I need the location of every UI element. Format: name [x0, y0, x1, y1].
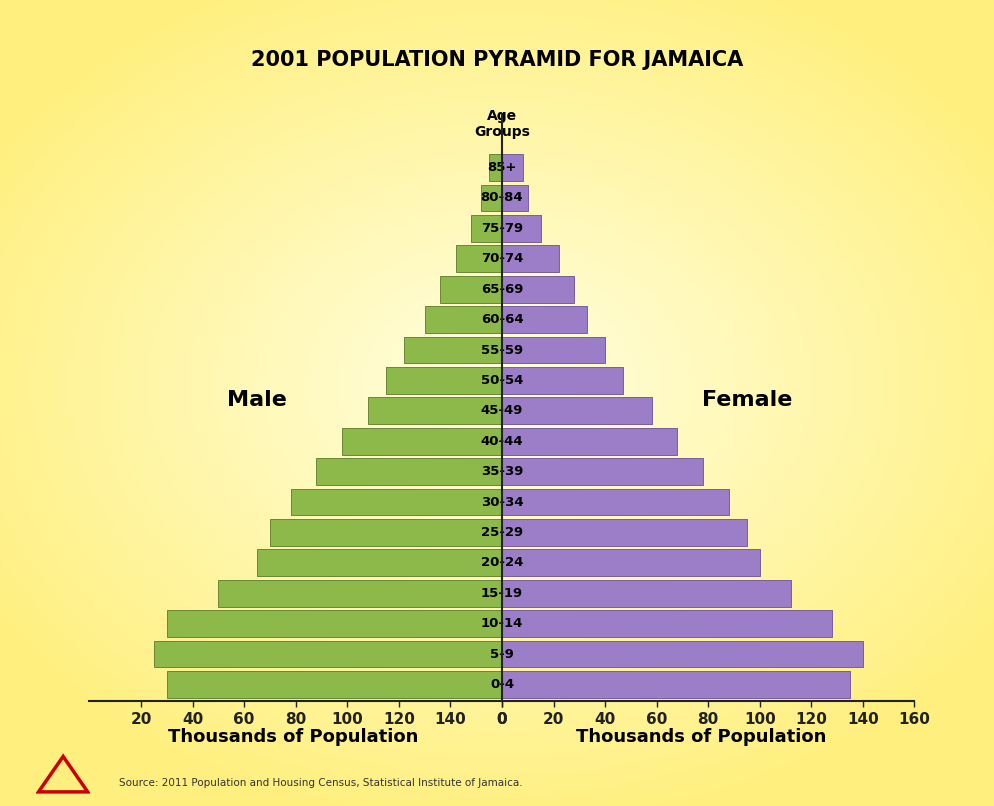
Bar	[257, 550, 502, 576]
Text: Male: Male	[227, 390, 287, 410]
Bar	[502, 610, 832, 637]
Bar	[502, 306, 587, 333]
Bar	[440, 276, 502, 302]
Bar	[502, 215, 541, 242]
Text: 40-44: 40-44	[481, 434, 523, 448]
Bar	[471, 215, 502, 242]
Bar	[502, 154, 523, 181]
Bar	[368, 397, 502, 424]
Bar	[455, 245, 502, 272]
Bar	[424, 306, 502, 333]
Bar	[502, 367, 623, 394]
Text: 2001 POPULATION PYRAMID FOR JAMAICA: 2001 POPULATION PYRAMID FOR JAMAICA	[250, 51, 744, 70]
Text: 45-49: 45-49	[481, 405, 523, 418]
Bar	[502, 641, 863, 667]
Text: 50-54: 50-54	[481, 374, 523, 387]
Text: Thousands of Population: Thousands of Population	[576, 729, 826, 746]
Text: Female: Female	[702, 390, 792, 410]
Bar	[502, 550, 759, 576]
Text: 65-69: 65-69	[481, 283, 523, 296]
Text: 25-29: 25-29	[481, 526, 523, 539]
Text: Thousands of Population: Thousands of Population	[168, 729, 418, 746]
Bar	[502, 245, 559, 272]
Bar	[219, 580, 502, 607]
Bar	[502, 488, 729, 515]
Text: 60-64: 60-64	[481, 313, 523, 326]
Bar	[316, 459, 502, 485]
Bar	[342, 428, 502, 455]
Bar	[502, 671, 850, 698]
Bar	[270, 519, 502, 546]
Bar	[502, 397, 651, 424]
Bar	[502, 276, 575, 302]
Text: 75-79: 75-79	[481, 222, 523, 235]
Text: 55-59: 55-59	[481, 343, 523, 356]
Bar	[502, 459, 703, 485]
Bar	[290, 488, 502, 515]
Bar	[167, 671, 502, 698]
Text: 30-34: 30-34	[481, 496, 523, 509]
Bar	[502, 185, 528, 211]
Text: 10-14: 10-14	[481, 617, 523, 630]
Bar	[502, 580, 790, 607]
Bar	[404, 337, 502, 364]
Text: 20-24: 20-24	[481, 556, 523, 569]
Bar	[489, 154, 502, 181]
Bar	[167, 610, 502, 637]
Text: 80-84: 80-84	[481, 192, 523, 205]
Text: Source: 2011 Population and Housing Census, Statistical Institute of Jamaica.: Source: 2011 Population and Housing Cens…	[119, 779, 523, 788]
Text: 85+: 85+	[487, 161, 517, 174]
Text: 0-4: 0-4	[490, 678, 514, 691]
Bar	[481, 185, 502, 211]
Bar	[154, 641, 502, 667]
Text: 70-74: 70-74	[481, 252, 523, 265]
Bar	[386, 367, 502, 394]
Text: 15-19: 15-19	[481, 587, 523, 600]
Bar	[502, 337, 605, 364]
Bar	[502, 428, 677, 455]
Text: 5-9: 5-9	[490, 647, 514, 661]
Text: Age
Groups: Age Groups	[474, 109, 530, 139]
Bar	[502, 519, 746, 546]
Text: 35-39: 35-39	[481, 465, 523, 478]
